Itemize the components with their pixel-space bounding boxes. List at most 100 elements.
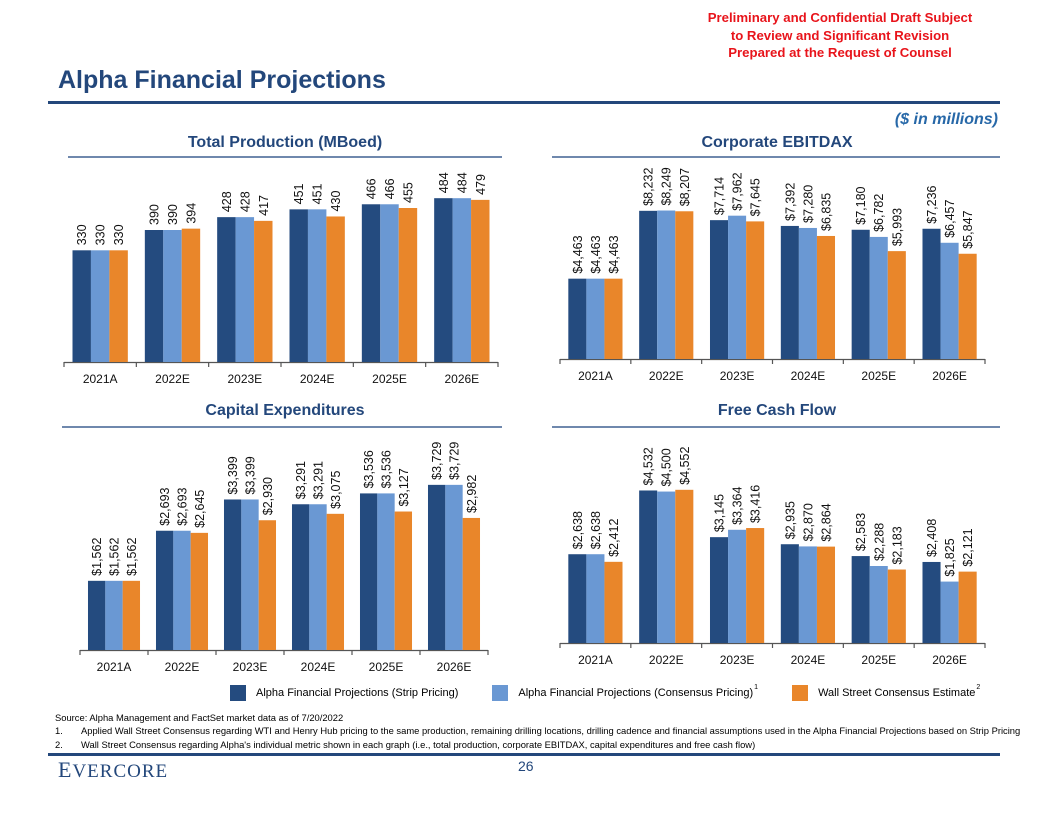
data-label: $3,291: [294, 461, 308, 499]
bar-consensus: [452, 198, 472, 362]
data-label: 417: [257, 195, 271, 216]
data-label: $1,562: [90, 538, 104, 576]
data-label: $4,532: [642, 447, 656, 485]
x-tick-label: 2026E: [932, 653, 967, 667]
data-label: 466: [365, 178, 379, 199]
bar-strip: [780, 544, 799, 643]
bar-consensus: [586, 554, 605, 643]
bar-consensus: [798, 546, 817, 643]
footnote-2: 2. Wall Street Consensus regarding Alpha…: [55, 738, 1020, 751]
bar-consensus: [380, 204, 399, 362]
bar-wallstreet: [398, 208, 418, 362]
data-label: $1,562: [108, 538, 122, 576]
bar-wallstreet: [816, 235, 836, 359]
x-tick-label: 2024E: [300, 372, 335, 386]
total-production-chart: Total Production (MBoed) 330 330 330 2021A 3…: [62, 134, 508, 396]
data-label: $2,121: [961, 528, 975, 566]
bar-wallstreet: [604, 278, 623, 359]
chart-plot: 330 330 330 2021A 390 390 394 2022E 428 428 417 202…: [63, 172, 499, 386]
bar-wallstreet: [604, 561, 623, 643]
data-label: $4,552: [678, 447, 692, 485]
bar-wallstreet: [462, 517, 481, 650]
x-tick-label: 2026E: [932, 369, 967, 383]
bar-strip: [851, 556, 870, 643]
bar-wallstreet: [675, 489, 694, 643]
data-label: 390: [148, 204, 162, 225]
data-label: 484: [455, 172, 469, 193]
chart-plot: $2,638 $2,638 $2,412 2021A $4,532 $4,500 $4,55…: [559, 447, 986, 667]
bar-strip: [709, 537, 729, 643]
bar-strip: [709, 220, 729, 359]
bar-wallstreet: [254, 220, 273, 362]
bar-consensus: [445, 484, 463, 650]
data-label: 390: [166, 204, 180, 225]
bar-consensus: [173, 530, 191, 650]
legend-item-strip: Alpha Financial Projections (Strip Prici…: [230, 685, 458, 701]
bar-consensus: [90, 250, 110, 362]
bar-consensus: [163, 230, 182, 362]
bar-strip: [361, 204, 381, 362]
data-label: $4,463: [571, 235, 585, 273]
chart-title-divider: [552, 156, 1000, 158]
data-label: $7,645: [749, 178, 763, 216]
bar-wallstreet: [958, 253, 977, 359]
bar-strip: [568, 554, 587, 643]
bar-strip: [289, 209, 308, 362]
x-tick-label: 2025E: [372, 372, 407, 386]
chart-title-divider: [68, 156, 502, 158]
x-tick-label: 2022E: [649, 653, 684, 667]
footnote-text: Wall Street Consensus regarding Alpha's …: [81, 738, 756, 750]
bar-strip: [155, 530, 174, 650]
bar-strip: [780, 225, 799, 359]
data-label: $6,782: [872, 194, 886, 232]
bar-wallstreet: [746, 528, 765, 643]
free-cash-flow-chart: Free Cash Flow $2,638 $2,638 $2,412 2021A $4…: [552, 402, 1002, 678]
x-tick-label: 2023E: [233, 660, 268, 674]
logo-text: EVERCORE: [58, 757, 168, 782]
legend-swatch-wallstreet: [792, 685, 809, 701]
data-label: $5,993: [890, 208, 904, 246]
chart-title-divider: [552, 426, 1000, 428]
x-tick-label: 2025E: [861, 653, 896, 667]
bar-consensus: [241, 499, 259, 650]
data-label: $4,463: [589, 235, 603, 273]
bar-consensus: [307, 209, 327, 362]
bar-consensus: [940, 581, 959, 643]
chart-title: Free Cash Flow: [717, 402, 837, 419]
data-label: 394: [184, 203, 198, 224]
footnote-number: 2.: [55, 738, 63, 750]
x-tick-label: 2023E: [720, 369, 755, 383]
bar-strip: [427, 484, 446, 650]
bar-wallstreet: [122, 580, 141, 650]
data-label: $2,408: [925, 519, 939, 557]
x-tick-label: 2021A: [578, 369, 613, 383]
data-label: $7,714: [713, 177, 727, 215]
bar-wallstreet: [190, 532, 209, 650]
footnote-marker: 2: [976, 683, 981, 691]
data-label: $2,412: [607, 519, 621, 557]
footnotes: Source: Alpha Management and FactSet mar…: [55, 711, 1020, 751]
confidential-notice: Preliminary and Confidential Draft Subje…: [670, 9, 1010, 62]
data-label: $2,864: [819, 503, 833, 541]
legend-label: Alpha Financial Projections (Strip Prici…: [256, 687, 459, 699]
data-label: $8,249: [660, 167, 674, 205]
bar-consensus: [728, 215, 747, 359]
data-label: 466: [383, 178, 397, 199]
data-label: $2,693: [158, 487, 172, 525]
bar-wallstreet: [887, 569, 906, 643]
bar-consensus: [869, 236, 888, 359]
chart-plot: $4,463 $4,463 $4,463 2021A $8,232 $8,249 $8,20…: [559, 167, 986, 383]
data-label: 484: [437, 172, 451, 193]
data-label: $3,399: [244, 456, 258, 494]
data-label: $6,457: [943, 199, 957, 237]
data-label: $7,180: [854, 186, 868, 224]
data-label: 451: [311, 183, 325, 204]
bar-strip: [359, 493, 378, 650]
confidential-line: Prepared at the Request of Counsel: [728, 45, 952, 60]
data-label: $2,870: [801, 503, 815, 541]
x-tick-label: 2024E: [791, 369, 826, 383]
x-tick-label: 2022E: [649, 369, 684, 383]
confidential-line: Preliminary and Confidential Draft Subje…: [707, 10, 973, 25]
bar-wallstreet: [746, 221, 765, 359]
data-label: $2,645: [193, 490, 207, 528]
